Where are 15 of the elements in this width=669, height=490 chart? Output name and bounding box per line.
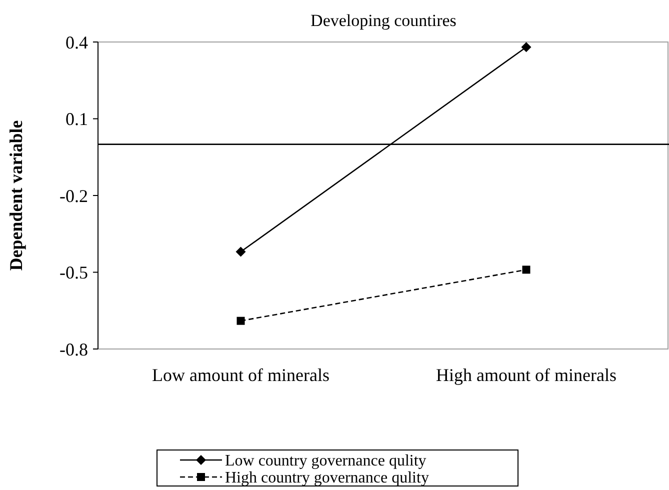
y-tick-label: -0.5 xyxy=(60,262,88,283)
point xyxy=(522,266,530,274)
y-tick-label: 0.1 xyxy=(66,109,88,130)
x-tick-label: High amount of minerals xyxy=(436,365,616,385)
point xyxy=(236,316,245,325)
x-tick-label: Low amount of minerals xyxy=(152,365,330,385)
legend-label: High country governance qulity xyxy=(225,470,429,487)
y-tick-label: -0.2 xyxy=(60,186,88,206)
chart-title: Developing countires xyxy=(310,11,456,30)
y-tick-label: -0.8 xyxy=(60,339,88,360)
legend-label: Low country governance qulity xyxy=(225,452,426,470)
point xyxy=(236,246,246,257)
y-tick-label: 0.4 xyxy=(66,32,88,52)
y-axis-title: Dependent variable xyxy=(6,120,26,271)
point xyxy=(521,42,532,52)
